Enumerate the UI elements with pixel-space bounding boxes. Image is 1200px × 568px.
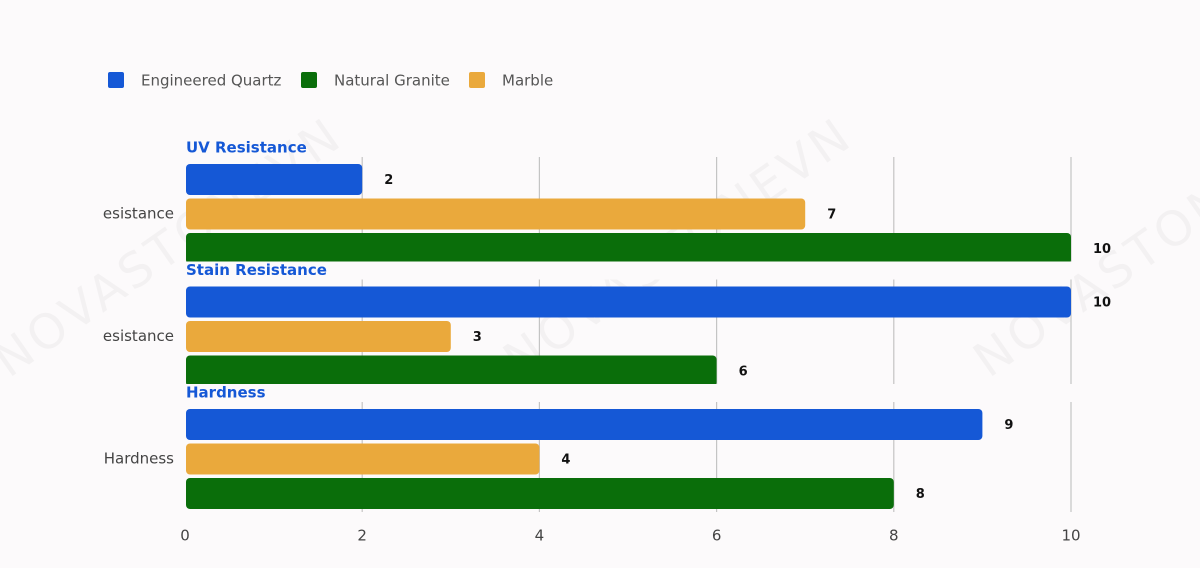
legend-label[interactable]: Natural Granite bbox=[334, 72, 450, 90]
bar bbox=[186, 355, 717, 387]
y-tick-label: Hardness bbox=[104, 450, 174, 468]
x-tick-label: 6 bbox=[712, 527, 722, 545]
title-backdrop bbox=[186, 384, 1074, 402]
group-title: Stain Resistance bbox=[186, 261, 327, 279]
bar bbox=[186, 321, 451, 352]
value-label: 3 bbox=[473, 330, 482, 345]
value-label: 2 bbox=[384, 173, 393, 188]
value-label: 6 bbox=[739, 365, 748, 380]
legend-swatch[interactable] bbox=[301, 72, 317, 88]
value-label: 7 bbox=[827, 208, 836, 223]
bar bbox=[186, 233, 1071, 264]
bar bbox=[186, 443, 540, 475]
y-tick-label: esistance bbox=[103, 327, 174, 345]
x-tick-label: 10 bbox=[1061, 527, 1080, 545]
x-tick-label: 8 bbox=[889, 527, 899, 545]
x-tick-label: 2 bbox=[357, 527, 367, 545]
legend-swatch[interactable] bbox=[108, 72, 124, 88]
group-title: UV Resistance bbox=[186, 139, 307, 157]
bar bbox=[186, 409, 983, 440]
value-label: 10 bbox=[1093, 242, 1111, 257]
bar bbox=[186, 286, 1071, 318]
title-backdrop bbox=[186, 261, 1074, 280]
value-label: 10 bbox=[1093, 296, 1111, 311]
value-label: 9 bbox=[1004, 418, 1013, 433]
value-label: 8 bbox=[916, 487, 925, 502]
bar bbox=[186, 478, 894, 509]
x-tick-label: 4 bbox=[535, 527, 545, 545]
legend-label[interactable]: Engineered Quartz bbox=[141, 72, 282, 90]
group-title: Hardness bbox=[186, 384, 266, 402]
legend-label[interactable]: Marble bbox=[502, 72, 553, 90]
y-tick-label: esistance bbox=[103, 205, 174, 223]
x-tick-label: 0 bbox=[180, 527, 190, 545]
bar bbox=[186, 198, 806, 230]
value-label: 4 bbox=[561, 453, 570, 468]
bar bbox=[186, 164, 363, 195]
legend-swatch[interactable] bbox=[469, 72, 485, 88]
